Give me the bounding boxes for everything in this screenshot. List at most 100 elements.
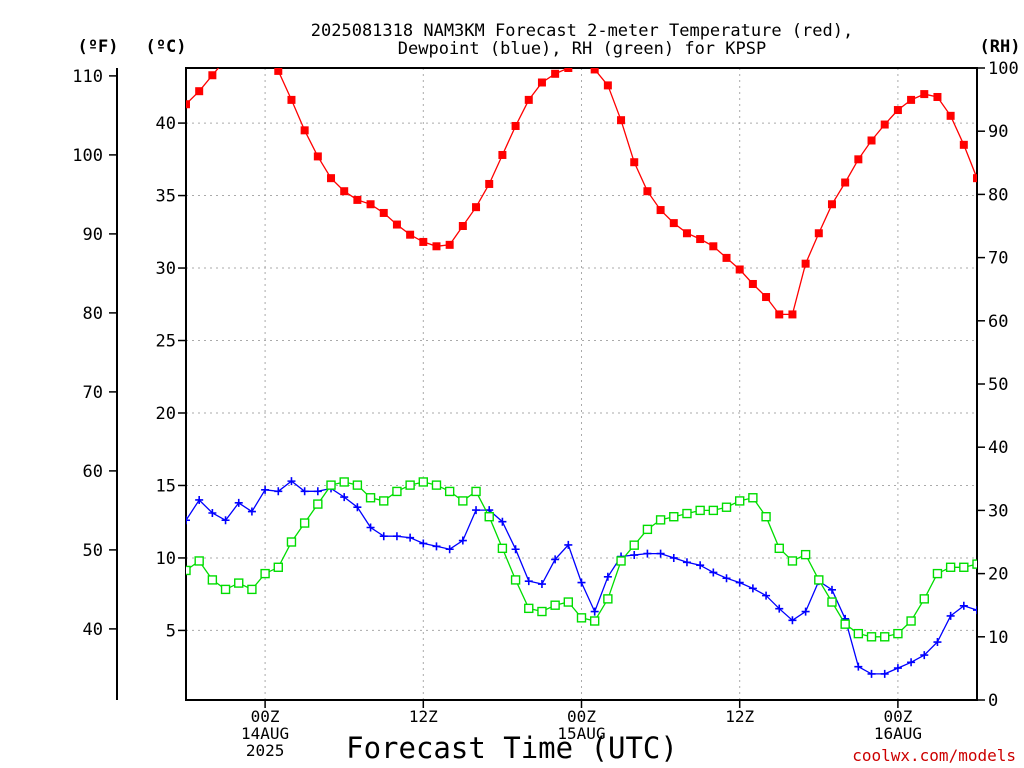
temperature-point bbox=[907, 95, 916, 104]
temperature-point bbox=[392, 220, 401, 229]
dewpoint-point bbox=[458, 536, 467, 545]
rh-tick-label: 0 bbox=[988, 691, 998, 711]
rh-point bbox=[405, 480, 415, 490]
rh-tick-label: 90 bbox=[988, 122, 1008, 142]
dewpoint-point bbox=[854, 662, 863, 671]
temperature-point bbox=[920, 90, 929, 99]
rh-point bbox=[247, 584, 257, 595]
temperature-point bbox=[406, 230, 415, 239]
rh-point bbox=[655, 515, 666, 525]
dewpoint-point bbox=[893, 664, 902, 673]
temperature-point bbox=[274, 68, 283, 75]
rh-point bbox=[616, 556, 626, 566]
rh-point bbox=[669, 512, 679, 522]
rh-point bbox=[444, 486, 455, 497]
dewpoint-point bbox=[748, 584, 757, 593]
rh-point bbox=[959, 562, 969, 572]
rh-point bbox=[313, 499, 323, 509]
rh-point bbox=[563, 597, 574, 607]
dewpoint-point bbox=[274, 487, 283, 496]
rh-point bbox=[893, 628, 903, 639]
temperature-point bbox=[590, 68, 599, 74]
x-tick-label: 15AUG bbox=[557, 724, 605, 743]
temperature-point bbox=[867, 136, 876, 145]
rh-point bbox=[431, 480, 442, 490]
rh-point bbox=[827, 597, 837, 607]
celsius-tick-label: 15 bbox=[156, 476, 176, 496]
temperature-point bbox=[880, 120, 889, 129]
rh-point bbox=[682, 508, 692, 519]
rh-point bbox=[814, 575, 824, 585]
dewpoint-point bbox=[445, 545, 454, 554]
dewpoint-point bbox=[775, 604, 784, 613]
dewpoint-point bbox=[643, 549, 652, 558]
chart-title-line1: 2025081318 NAM3KM Forecast 2-meter Tempe… bbox=[311, 21, 853, 41]
rh-point bbox=[800, 549, 811, 560]
chart-title-line2: Dewpoint (blue), RH (green) for KPSP bbox=[398, 39, 766, 59]
dewpoint-point bbox=[867, 669, 876, 678]
temperature-point bbox=[186, 100, 190, 109]
temperature-point bbox=[578, 60, 586, 68]
x-tick-label: 12Z bbox=[725, 707, 754, 726]
rh-tick-label: 70 bbox=[988, 249, 1008, 269]
fahrenheit-tick-label: 100 bbox=[72, 146, 103, 166]
dewpoint-point bbox=[208, 509, 217, 518]
fahrenheit-tick-label: 60 bbox=[83, 462, 103, 482]
temperature-point bbox=[735, 265, 744, 274]
rh-tick-label: 60 bbox=[988, 312, 1008, 332]
temperature-point bbox=[340, 187, 349, 196]
dewpoint-point bbox=[669, 553, 678, 562]
rh-point bbox=[273, 562, 283, 572]
rh-point bbox=[774, 543, 784, 554]
temperature-point bbox=[511, 121, 520, 130]
dewpoint-point bbox=[406, 533, 415, 542]
celsius-unit-label: (ºC) bbox=[146, 37, 187, 57]
dewpoint-point bbox=[261, 485, 270, 494]
rh-point bbox=[365, 493, 376, 503]
rh-point bbox=[550, 600, 560, 610]
temperature-point bbox=[248, 39, 256, 47]
temperature-point bbox=[630, 158, 639, 167]
rh-tick-label: 40 bbox=[988, 438, 1008, 458]
dewpoint-point bbox=[511, 545, 520, 554]
temperature-point bbox=[696, 235, 705, 244]
dewpoint-point bbox=[524, 577, 533, 586]
dewpoint-point bbox=[340, 493, 349, 502]
dewpoint-point bbox=[537, 580, 546, 589]
temperature-point bbox=[854, 155, 863, 164]
temperature-point bbox=[788, 310, 797, 319]
rh-point bbox=[207, 575, 218, 585]
rh-point bbox=[748, 493, 758, 503]
rh-point bbox=[379, 496, 389, 506]
temperature-point bbox=[827, 200, 836, 209]
temperature-point bbox=[287, 95, 296, 104]
rh-point bbox=[299, 518, 310, 528]
celsius-tick-label: 25 bbox=[156, 332, 176, 352]
temperature-point bbox=[669, 219, 678, 228]
rh-point bbox=[524, 603, 534, 614]
rh-point bbox=[186, 565, 191, 576]
celsius-tick-label: 40 bbox=[156, 114, 176, 134]
temperature-point bbox=[537, 78, 546, 87]
temperature-point bbox=[933, 92, 942, 101]
watermark: coolwx.com/models bbox=[852, 746, 1016, 765]
rh-point bbox=[840, 619, 850, 629]
temperature-point bbox=[959, 140, 968, 149]
temperature-point bbox=[445, 240, 454, 249]
rh-tick-label: 50 bbox=[988, 375, 1008, 395]
dewpoint-point bbox=[366, 523, 375, 532]
temperature-point bbox=[893, 106, 902, 115]
temperature-point bbox=[603, 81, 612, 90]
temperature-point bbox=[524, 95, 533, 104]
temperature-point bbox=[485, 179, 494, 188]
dewpoint-point bbox=[234, 498, 243, 507]
dewpoint-point bbox=[195, 495, 204, 504]
temperature-point bbox=[313, 152, 322, 161]
temperature-point bbox=[498, 150, 507, 159]
dewpoint-point bbox=[247, 507, 256, 516]
dewpoint-point bbox=[630, 551, 639, 560]
rh-point bbox=[220, 584, 231, 595]
rh-point bbox=[866, 632, 877, 642]
celsius-tick-label: 30 bbox=[156, 259, 176, 279]
rh-point bbox=[761, 512, 771, 522]
